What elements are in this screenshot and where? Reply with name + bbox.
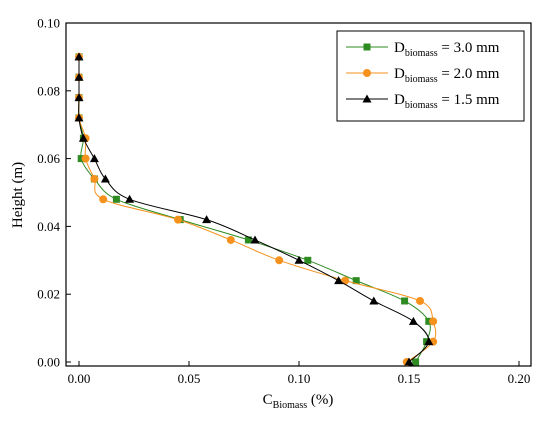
data-point bbox=[275, 256, 284, 265]
data-point bbox=[74, 93, 84, 102]
data-point bbox=[404, 357, 414, 366]
legend-marker bbox=[362, 94, 372, 103]
axis-ticks: 0.00 0.05 0.10 0.15 0.20 0.00 0.02 0.04 0.06 0.08… bbox=[37, 16, 530, 387]
data-point bbox=[304, 256, 312, 264]
y-tick-label: 0.06 bbox=[37, 151, 60, 166]
legend-item-1: Dbiomass = 3.0 mm bbox=[346, 40, 500, 59]
data-point bbox=[226, 235, 235, 244]
data-point bbox=[81, 154, 90, 163]
legend-item-2: Dbiomass = 2.0 mm bbox=[346, 66, 500, 85]
series-layer bbox=[74, 52, 438, 366]
data-point bbox=[352, 277, 360, 285]
data-point bbox=[74, 113, 84, 122]
y-tick-label: 0.08 bbox=[37, 83, 60, 98]
data-point bbox=[429, 317, 438, 326]
legend-label: Dbiomass = 2.0 mm bbox=[394, 66, 500, 85]
legend-items: Dbiomass = 3.0 mm Dbiomass = 2.0 mm Dbioma… bbox=[346, 40, 500, 111]
data-point bbox=[294, 255, 304, 264]
y-axis-title: Height (m) bbox=[10, 162, 26, 228]
data-point bbox=[100, 174, 110, 183]
data-point bbox=[90, 174, 99, 183]
legend-item-3: Dbiomass = 1.5 mm bbox=[346, 92, 500, 111]
y-tick-label: 0.10 bbox=[37, 16, 60, 31]
x-axis-title: CBiomass (%) bbox=[263, 392, 334, 411]
data-point bbox=[244, 236, 252, 244]
data-point bbox=[334, 276, 344, 285]
data-point bbox=[77, 155, 85, 163]
x-tick-label: 0.00 bbox=[68, 371, 91, 386]
data-point bbox=[250, 235, 260, 244]
data-point bbox=[174, 215, 182, 224]
data-point bbox=[202, 215, 212, 224]
x-tick-label: 0.05 bbox=[178, 371, 201, 386]
data-point bbox=[408, 316, 418, 325]
x-tick-label: 0.10 bbox=[288, 371, 311, 386]
data-point bbox=[401, 297, 409, 305]
data-point bbox=[369, 296, 379, 305]
y-tick-label: 0.00 bbox=[37, 355, 60, 370]
x-tick-label: 0.20 bbox=[508, 371, 531, 386]
data-point bbox=[89, 154, 99, 163]
legend-marker bbox=[363, 69, 371, 77]
series-3 bbox=[74, 52, 434, 366]
data-point bbox=[424, 337, 434, 346]
data-point bbox=[78, 133, 88, 142]
data-point bbox=[412, 358, 420, 366]
series-line bbox=[78, 56, 430, 363]
data-point bbox=[74, 72, 84, 81]
legend-label: Dbiomass = 1.5 mm bbox=[394, 92, 500, 111]
legend-marker bbox=[363, 43, 371, 51]
data-point bbox=[425, 317, 433, 325]
x-tick-label: 0.15 bbox=[398, 371, 421, 386]
legend: Dbiomass = 3.0 mm Dbiomass = 2.0 mm Dbioma… bbox=[336, 30, 525, 122]
data-point bbox=[416, 296, 424, 305]
data-point bbox=[99, 195, 108, 204]
y-tick-label: 0.04 bbox=[37, 219, 60, 234]
legend-label: Dbiomass = 3.0 mm bbox=[394, 40, 500, 59]
data-point bbox=[74, 52, 84, 61]
y-tick-label: 0.02 bbox=[37, 287, 60, 302]
data-point bbox=[112, 195, 120, 203]
data-point bbox=[125, 194, 135, 203]
